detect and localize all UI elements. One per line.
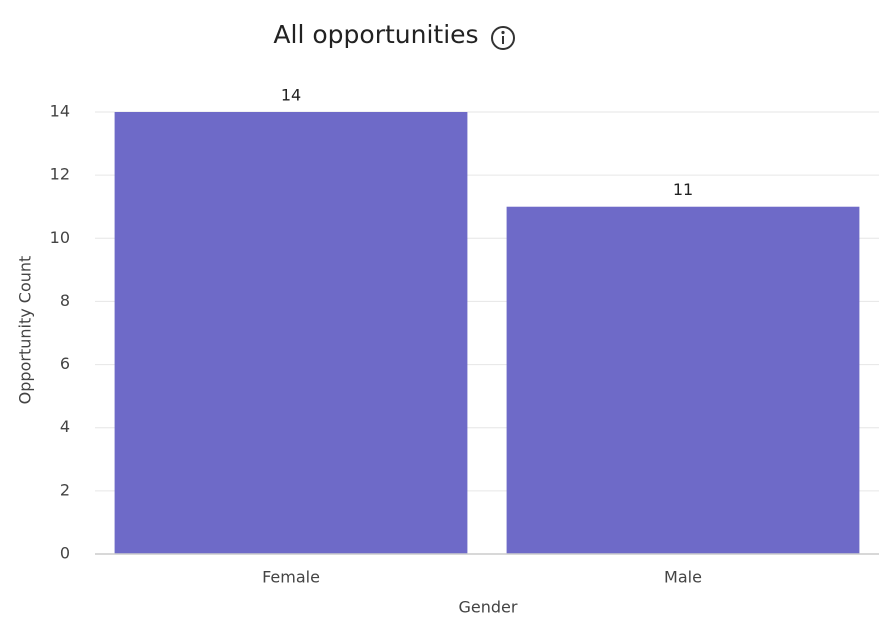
y-tick-label: 2 — [60, 480, 70, 499]
y-tick-label: 10 — [50, 228, 70, 247]
y-tick-label: 6 — [60, 354, 70, 373]
y-tick-label: 4 — [60, 417, 70, 436]
info-icon-circle — [491, 26, 515, 50]
chart-title: All opportunities — [273, 20, 478, 49]
x-tick-label: Female — [262, 568, 320, 587]
info-icon[interactable] — [491, 26, 515, 50]
bar — [506, 206, 860, 554]
y-axis-title: Opportunity Count — [16, 256, 35, 405]
y-tick-label: 8 — [60, 291, 70, 310]
value-label: 14 — [281, 86, 301, 105]
info-icon-dot — [501, 30, 505, 35]
x-tick-label: Male — [664, 568, 702, 587]
value-label: 11 — [673, 180, 693, 199]
y-tick-label: 12 — [50, 165, 70, 184]
x-axis-title: Gender — [459, 598, 518, 617]
y-tick-label: 14 — [50, 102, 70, 121]
y-tick-label: 0 — [60, 544, 70, 563]
bar — [114, 112, 468, 554]
